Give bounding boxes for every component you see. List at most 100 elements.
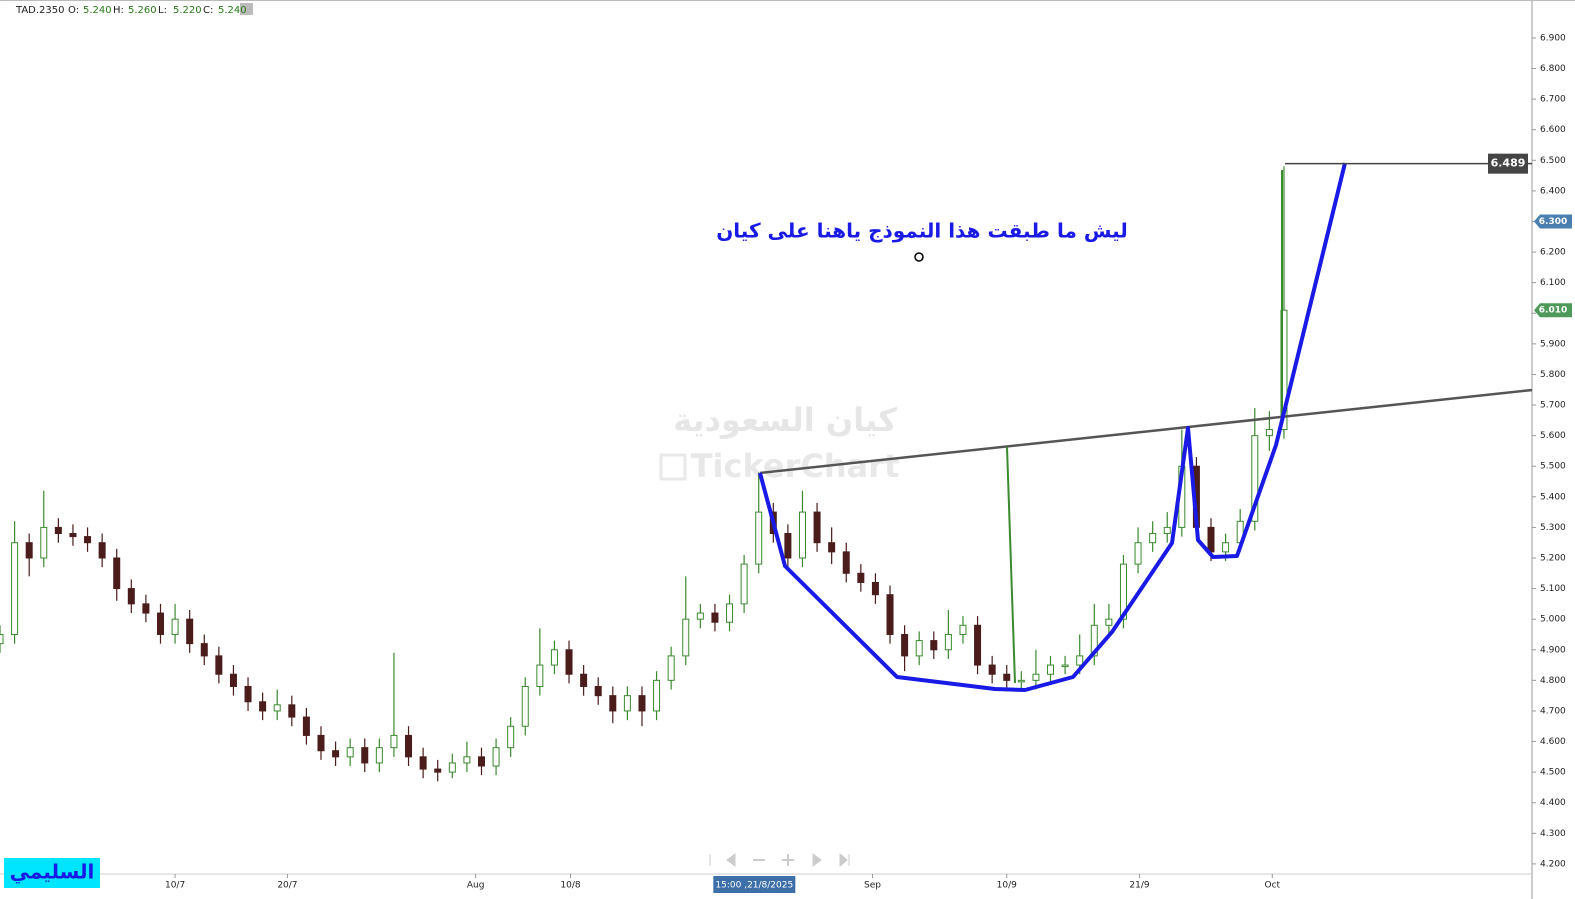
candle-body [273,704,281,712]
ohlc-value: 5.260 [128,5,157,16]
candle-body [1149,533,1157,544]
candle-body [1061,664,1069,668]
candle-body [200,643,208,657]
y-tick-label: 5.400 [1540,492,1566,502]
candle-body [434,768,442,773]
y-tick-label: 5.900 [1540,339,1566,349]
candle-body [726,603,734,623]
candle-body [784,533,792,559]
candle-body [813,511,821,544]
candle-body [944,633,952,651]
candle-body [1047,664,1055,675]
candle-body [375,747,383,764]
candle-body [171,618,179,635]
y-tick-label: 4.700 [1540,706,1566,716]
candle-body [828,542,836,553]
price-label: 6.489 [1491,157,1526,170]
candle-body [550,649,558,666]
candle-body [332,750,340,758]
y-tick-label: 4.900 [1540,645,1566,655]
y-tick-label: 5.100 [1540,584,1566,594]
ohlc-label: C: [203,5,213,16]
candle-body [1017,679,1025,683]
nav-zoom-in[interactable] [782,854,794,866]
candle-body [477,756,485,767]
candle-body [448,762,456,773]
candle-body [54,526,62,535]
y-tick-label: 6.800 [1540,64,1566,74]
candle-body [302,716,310,736]
header-bg [0,2,255,17]
ohlc-label: L: [158,5,167,16]
candle-body [682,618,690,657]
nav-next[interactable] [812,853,822,867]
measure-line [1006,446,1016,684]
nav-prev[interactable] [726,853,736,867]
candle-body [507,725,515,749]
watermark-logo [659,453,687,481]
x-tick-label: Aug [467,881,485,891]
candle-body [11,542,19,635]
candle-body [317,734,325,752]
y-tick-label: 5.300 [1540,523,1566,533]
candle-body [229,673,237,687]
price-box [1488,153,1528,174]
candle-body [1163,526,1171,535]
candle-body [346,747,354,758]
candle-body [1003,673,1011,681]
crosshair-label: 15:00 ,21/8/2025 [715,881,793,891]
y-tick-label: 6.600 [1540,125,1566,135]
candle-body [84,536,92,544]
candle-body [419,756,427,770]
candle-body [492,747,500,767]
candle-body [25,542,33,559]
candle-body [1251,435,1259,522]
x-tick-label: Sep [864,881,881,891]
price-label: 6.300 [1539,217,1567,227]
y-tick-label: 4.600 [1540,737,1566,747]
candle-body [1090,624,1098,657]
y-tick-label: 4.200 [1540,859,1566,869]
candle-body [521,685,529,727]
candle-body [798,511,806,559]
candle-body [1105,618,1113,626]
candle-body [1207,526,1215,553]
y-tick-label: 6.500 [1540,156,1566,166]
candle-body [40,526,48,559]
x-tick-label: 21/9 [1129,881,1149,891]
header-menu[interactable] [240,3,253,15]
candle-body [871,581,879,596]
header: TAD.2350 O: 5.240 H: 5.260 L: 5.220 C: 5.240 [0,2,255,17]
candle-body [244,685,252,703]
x-tick-label: 20/7 [277,881,297,891]
price-box [1534,303,1572,318]
crosshair-box [713,876,796,893]
candle-body [463,756,471,764]
candle-body [886,594,894,635]
y-tick-label: 4.500 [1540,768,1566,778]
candle-body [98,542,106,559]
candle-body [667,655,675,681]
nav-controls[interactable] [709,852,850,868]
candle-body [711,612,719,623]
candle-body [930,640,938,651]
candle-body [390,734,398,749]
ohlc-value: 5.240 [83,5,112,16]
candle-body [1280,309,1288,431]
candle-body [113,557,121,590]
candle-body [156,612,164,635]
x-tick-label: 10/7 [165,881,185,891]
y-tick-label: 6.100 [1540,278,1566,288]
candle-body [988,664,996,675]
candle-body [696,612,704,620]
candle-body [215,655,223,675]
y-tick-label: 4.800 [1540,676,1566,686]
annotation: ليش ما طبقت هذا النموذج ياهنا على كيان [716,219,1128,243]
ohlc-label: O: [68,5,79,16]
candle-body [959,624,967,635]
y-tick-label: 6.200 [1540,248,1566,258]
candle-body [1032,673,1040,681]
nav-end[interactable] [839,852,850,868]
